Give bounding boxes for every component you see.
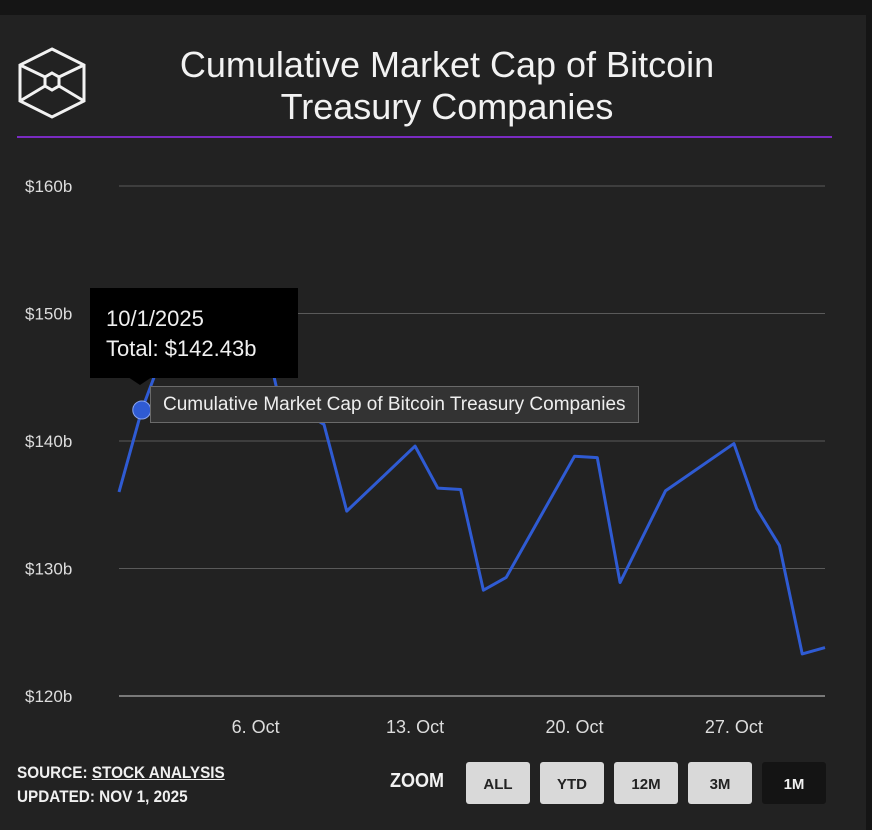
y-tick-label: $130b [25, 560, 72, 579]
x-tick-label: 6. Oct [232, 717, 280, 737]
updated-text: UPDATED: NOV 1, 2025 [17, 787, 188, 806]
title-line-1: Cumulative Market Cap of Bitcoin [179, 44, 715, 85]
x-tick-label: 13. Oct [386, 717, 444, 737]
chart-title: Cumulative Market Cap of Bitcoin Treasur… [120, 44, 774, 128]
hexagon-cube-icon [18, 47, 86, 119]
title-divider [17, 136, 832, 138]
source-label: SOURCE: [17, 763, 88, 782]
y-tick-label: $140b [25, 432, 72, 451]
zoom-all-button[interactable]: ALL [466, 762, 530, 804]
source-link[interactable]: STOCK ANALYSIS [91, 763, 225, 782]
y-tick-label: $150b [25, 305, 72, 324]
chart-footer: SOURCE: STOCK ANALYSIS UPDATED: NOV 1, 2… [17, 761, 225, 809]
zoom-label: ZOOM [390, 770, 444, 792]
title-line-2: Treasury Companies [280, 86, 614, 127]
series-name-tooltip: Cumulative Market Cap of Bitcoin Treasur… [150, 386, 639, 423]
highlighted-point-marker [132, 400, 152, 420]
point-tooltip: 10/1/2025 Total: $142.43b [90, 288, 298, 378]
zoom-ytd-button[interactable]: YTD [540, 762, 604, 804]
tooltip-arrow [128, 377, 152, 385]
x-tick-label: 20. Oct [545, 717, 603, 737]
y-tick-label: $120b [25, 687, 72, 706]
tooltip-date: 10/1/2025 [106, 306, 204, 331]
zoom-1m-button[interactable]: 1M [762, 762, 826, 804]
zoom-3m-button[interactable]: 3M [688, 762, 752, 804]
x-tick-label: 27. Oct [705, 717, 763, 737]
y-tick-label: $160b [25, 177, 72, 196]
tooltip-total: Total: $142.43b [106, 336, 257, 361]
zoom-12m-button[interactable]: 12M [614, 762, 678, 804]
